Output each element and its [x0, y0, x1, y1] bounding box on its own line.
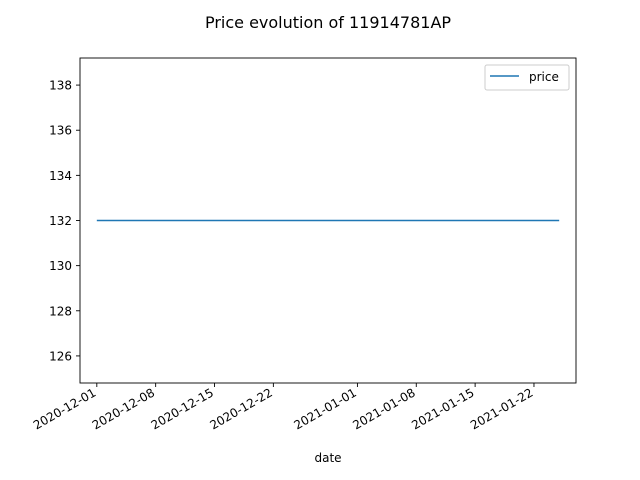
- legend-box: [484, 64, 570, 91]
- x-axis-ticks: 2020-12-012020-12-082020-12-152020-12-22…: [31, 383, 535, 432]
- legend-label-price: price: [529, 70, 559, 84]
- x-tick-label: 2020-12-22: [207, 385, 274, 432]
- y-axis-ticks: 126 128 130 132 134 136 138: [49, 79, 80, 363]
- plot-frame: [79, 57, 577, 384]
- x-tick-label: 2021-01-22: [468, 385, 535, 432]
- y-tick-label: 130: [49, 259, 72, 273]
- y-tick-label: 134: [49, 169, 72, 183]
- x-tick-label: 2020-12-08: [90, 385, 157, 432]
- y-tick-label: 128: [49, 304, 72, 318]
- x-tick-label: 2021-01-15: [409, 385, 476, 432]
- y-tick-label: 136: [49, 124, 72, 138]
- x-tick-label: 2020-12-01: [31, 385, 98, 432]
- y-tick-label: 126: [49, 349, 72, 363]
- x-tick-label: 2021-01-01: [292, 385, 359, 432]
- x-tick-label: 2020-12-15: [149, 385, 216, 432]
- legend: price: [484, 64, 570, 91]
- x-axis-label: date: [314, 451, 341, 465]
- x-tick-label: 2021-01-08: [350, 385, 417, 432]
- y-tick-label: 138: [49, 79, 72, 93]
- chart-title: Price evolution of 11914781AP: [205, 13, 451, 32]
- y-tick-label: 132: [49, 214, 72, 228]
